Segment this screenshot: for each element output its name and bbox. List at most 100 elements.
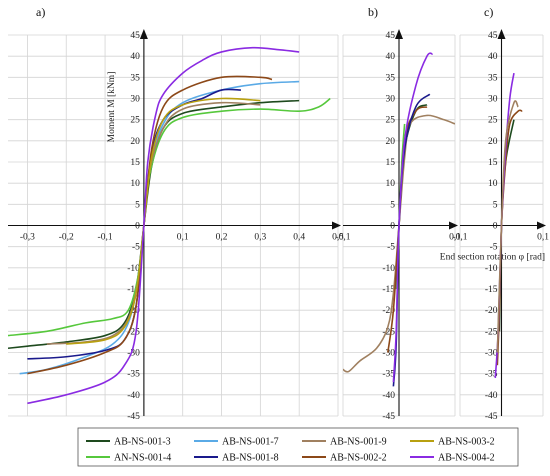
y-tick-label: -35: [127, 370, 140, 380]
x-tick-label: 0,2: [216, 233, 228, 243]
x-tick-label: -0,2: [59, 233, 74, 243]
chart-legend: AB-NS-001-3 AB-NS-001-7 AB-NS-001-9 AB-NS-0…: [77, 427, 519, 467]
y-tick-label: 30: [130, 95, 140, 105]
y-tick-label: 0: [390, 222, 395, 232]
panel-label: a): [36, 5, 45, 19]
y-tick-label: -20: [382, 306, 395, 316]
x-tick-label: -0,1: [335, 233, 350, 243]
y-tick-label: 5: [390, 200, 395, 210]
y-tick-label: 30: [386, 95, 396, 105]
x-tick-label: 0,3: [254, 233, 266, 243]
x-axis-arrow: [537, 221, 546, 230]
legend-label: AB-NS-002-2: [330, 453, 387, 464]
x-axis-arrow: [449, 221, 458, 230]
legend-label: AB-NS-004-2: [438, 453, 495, 464]
panel-label: b): [368, 5, 378, 19]
panel-label: c): [484, 5, 493, 19]
y-tick-label: -45: [485, 412, 498, 422]
y-axis-arrow: [395, 29, 403, 39]
y-tick-label: 40: [488, 52, 498, 62]
legend-label: AB-NS-001-9: [330, 437, 387, 448]
y-tick-label: -40: [382, 391, 395, 401]
series-line-AB-NS-003-2: [66, 97, 261, 345]
y-tick-label: 25: [488, 116, 498, 126]
y-tick-label: 40: [386, 52, 396, 62]
legend-label: AB-NS-003-2: [438, 437, 495, 448]
y-tick-label: 15: [488, 158, 498, 168]
y-tick-label: -5: [132, 243, 140, 253]
y-tick-label: -25: [127, 327, 140, 337]
y-tick-label: -30: [127, 349, 140, 359]
y-tick-label: 45: [386, 31, 396, 41]
x-tick-label: -0,1: [98, 233, 113, 243]
y-tick-label: 45: [488, 31, 498, 41]
series-group: [8, 46, 331, 405]
y-tick-label: 10: [386, 179, 396, 189]
y-tick-label: 0: [493, 222, 498, 232]
y-tick-label: -35: [382, 370, 395, 380]
legend-box: [77, 427, 519, 467]
y-tick-label: 35: [488, 73, 498, 83]
x-tick-label: -0,3: [20, 233, 35, 243]
chart-panel-2: 45 40 35 30 25 20 15 10 5 -5 -10 -15 -20 -25 -30 -35 -40…: [335, 5, 461, 422]
x-axis-label: End section rotation φ [rad]: [440, 253, 545, 263]
x-tick-label: 0,1: [449, 233, 461, 243]
x-axis-arrow: [332, 221, 341, 230]
y-tick-label: -10: [127, 264, 140, 274]
y-tick-label: 10: [488, 179, 498, 189]
chart-panel-3: 45 40 35 30 25 20 15 10 5 -5 -10 -15 -20 -25 -30 -35 -40…: [440, 5, 549, 422]
y-tick-label: -10: [485, 264, 498, 274]
y-tick-label: -15: [485, 285, 498, 295]
y-tick-label: 5: [135, 200, 140, 210]
y-tick-label: 25: [130, 116, 140, 126]
y-tick-label: -20: [485, 306, 498, 316]
y-tick-label: -45: [382, 412, 395, 422]
x-tick-label: 0,1: [177, 233, 189, 243]
series-line-AN-NS-001-4: [8, 97, 331, 337]
y-tick-label: 15: [386, 158, 396, 168]
y-tick-label: -25: [485, 327, 498, 337]
series-line-AB-NS-004-2: [27, 46, 300, 405]
y-tick-label: 10: [130, 179, 140, 189]
x-tick-label: 0,1: [537, 233, 549, 243]
legend-label: AB-NS-001-7: [222, 437, 279, 448]
y-tick-label: -40: [485, 391, 498, 401]
legend-label: AB-NS-001-8: [222, 453, 279, 464]
x-tick-label: -0,1: [452, 233, 467, 243]
series-group: [494, 72, 523, 378]
x-tick-label: 0,4: [293, 233, 305, 243]
y-tick-label: -30: [485, 349, 498, 359]
y-tick-label: 35: [130, 73, 140, 83]
y-tick-label: 30: [488, 95, 498, 105]
y-axis-arrow: [497, 29, 506, 39]
y-tick-label: -30: [382, 349, 395, 359]
y-tick-label: 0: [135, 222, 140, 232]
y-tick-label: -15: [127, 285, 140, 295]
y-tick-label: -40: [127, 391, 140, 401]
y-tick-label: -5: [490, 243, 498, 253]
series-line-AB-NS-001-9: [496, 100, 519, 353]
y-tick-label: 40: [130, 52, 140, 62]
y-tick-label: 15: [130, 158, 140, 168]
series-group: [343, 52, 455, 387]
y-tick-label: -10: [382, 264, 395, 274]
legend-label: AB-NS-001-3: [114, 437, 171, 448]
y-tick-label: 25: [386, 116, 396, 126]
y-tick-label: 20: [130, 137, 140, 147]
y-axis-label: Moment M [kNm]: [107, 72, 117, 143]
y-tick-label: 20: [488, 137, 498, 147]
y-tick-label: -5: [387, 243, 395, 253]
chart-panel-1: 45 40 35 30 25 20 15 10 5 -5 -10 -15 -20 -25 -30 -35 -40…: [8, 5, 344, 422]
series-line-AB-NS-004-2: [392, 52, 433, 383]
legend-label: AN-NS-001-4: [114, 453, 171, 464]
y-tick-label: 45: [130, 31, 140, 41]
y-tick-label: -25: [382, 327, 395, 337]
y-tick-label: -45: [127, 412, 140, 422]
y-tick-label: 35: [386, 73, 396, 83]
x-tick-label: 0,5: [332, 233, 344, 243]
y-tick-label: -35: [485, 370, 498, 380]
y-axis-arrow: [139, 29, 148, 39]
y-tick-label: -15: [382, 285, 395, 295]
y-tick-label: 20: [386, 137, 396, 147]
